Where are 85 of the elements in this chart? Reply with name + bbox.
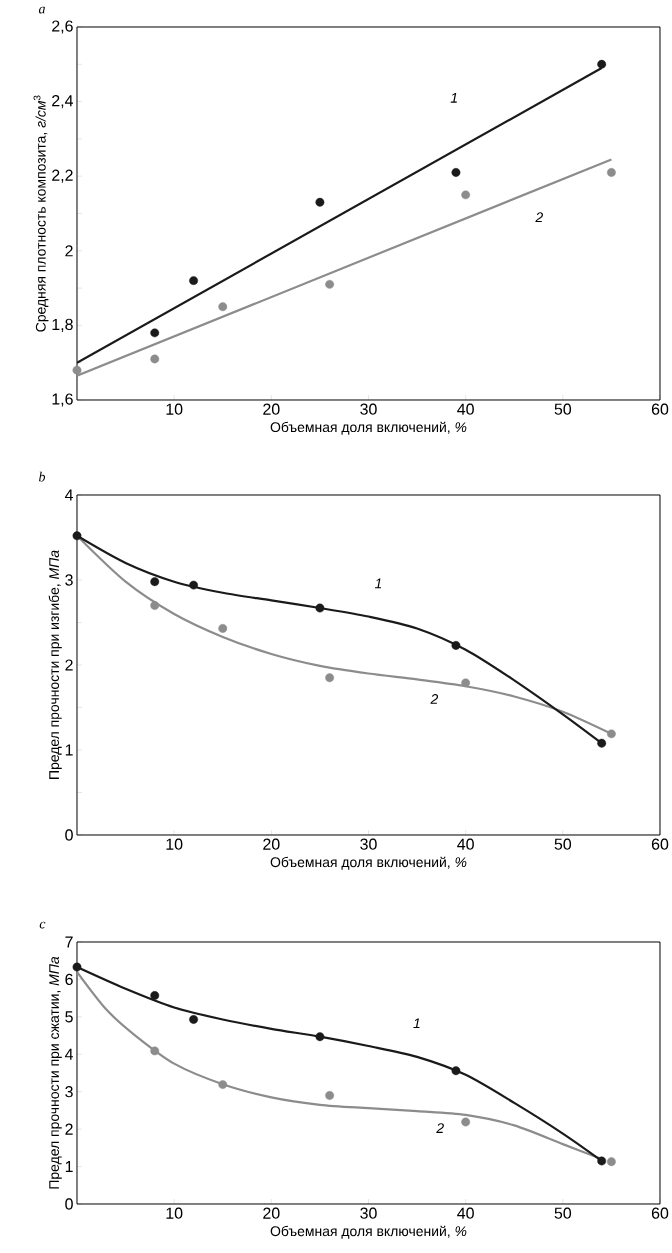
y-tick-label: 2,2 xyxy=(52,169,73,183)
y-tick-label: 6 xyxy=(65,973,73,986)
point xyxy=(461,190,470,200)
y-tick-label: 1 xyxy=(65,744,73,756)
point xyxy=(451,168,461,177)
y-tick-label: 2 xyxy=(65,1123,73,1135)
point xyxy=(150,577,160,587)
chart-title: c xyxy=(39,921,46,929)
y-tick-label: 5 xyxy=(65,1011,73,1023)
point xyxy=(451,641,461,650)
point xyxy=(597,738,607,748)
x-tick-label: 30 xyxy=(360,403,377,415)
x-tick-label: 60 xyxy=(651,403,669,415)
y-tick-label: 2 xyxy=(65,659,73,671)
y-tick-label: 7 xyxy=(65,936,73,948)
point xyxy=(189,276,198,286)
point xyxy=(325,279,334,289)
y-axis-title: Предел прочности при изгибе, МПа xyxy=(48,550,62,779)
y-tick-label: 4 xyxy=(64,489,73,501)
x-axis-title: Объемная доля включений, % xyxy=(270,856,467,870)
point xyxy=(189,580,198,590)
y-axis-title: Предел прочности при сжатии, МПа xyxy=(49,956,62,1189)
y-tick-label: 2 xyxy=(65,245,73,257)
x-tick-label: 40 xyxy=(457,403,474,415)
point xyxy=(189,1015,198,1024)
x-tick-label: 30 xyxy=(360,838,377,850)
x-tick-label: 20 xyxy=(263,403,280,415)
annotation: 1 xyxy=(450,93,457,103)
point xyxy=(461,1117,470,1127)
x-tick-label: 60 xyxy=(651,1207,669,1219)
point xyxy=(150,601,160,610)
y-tick-label: 1,8 xyxy=(52,318,73,332)
y-tick-label: 2,6 xyxy=(52,20,73,34)
point xyxy=(597,59,607,69)
point xyxy=(606,729,616,739)
annotation: 2 xyxy=(535,212,543,223)
x-tick-label: 20 xyxy=(263,1207,280,1219)
x-tick-label: 20 xyxy=(263,838,280,850)
y-tick-label: 0 xyxy=(65,829,73,841)
x-tick-label: 40 xyxy=(457,838,474,850)
annotation: 2 xyxy=(430,694,438,704)
point xyxy=(72,365,82,375)
y-tick-label: 1 xyxy=(65,1161,73,1173)
x-tick-label: 50 xyxy=(554,403,571,415)
point xyxy=(606,168,616,177)
point xyxy=(218,1080,228,1089)
point xyxy=(325,1091,334,1100)
chart-title: b xyxy=(38,471,45,482)
point xyxy=(315,1032,325,1042)
x-axis-title: Объемная доля включений, % xyxy=(270,421,467,435)
point xyxy=(606,1157,616,1167)
point xyxy=(72,531,82,541)
point xyxy=(315,603,325,613)
point xyxy=(150,354,160,364)
y-axis-title: Средняя плотность композита, г/см$^{3}$ xyxy=(33,95,49,332)
y-tick-label: 3 xyxy=(65,1086,73,1098)
point xyxy=(150,328,160,338)
point xyxy=(325,673,334,683)
annotation: 2 xyxy=(436,1123,444,1133)
x-tick-label: 30 xyxy=(360,1207,377,1219)
x-axis-title: Объемная доля включений, % xyxy=(270,1225,467,1239)
point xyxy=(451,1066,461,1076)
x-tick-label: 40 xyxy=(457,1207,474,1219)
y-tick-label: 4 xyxy=(64,1048,73,1060)
x-tick-label: 10 xyxy=(166,838,183,850)
point xyxy=(218,624,228,633)
chart-title: a xyxy=(38,6,45,14)
point xyxy=(150,991,160,1000)
annotation: 1 xyxy=(413,1018,420,1029)
annotation: 1 xyxy=(374,578,382,589)
x-tick-label: 10 xyxy=(166,403,183,415)
y-tick-label: 2,4 xyxy=(52,95,73,109)
x-tick-label: 60 xyxy=(651,838,669,850)
y-tick-label: 3 xyxy=(65,574,73,586)
x-tick-label: 50 xyxy=(554,838,571,850)
x-tick-label: 50 xyxy=(554,1207,571,1219)
y-tick-label: 1,6 xyxy=(52,393,73,407)
point xyxy=(150,1046,160,1056)
point xyxy=(461,678,470,688)
point xyxy=(597,1156,607,1166)
point xyxy=(218,302,228,312)
point xyxy=(315,197,325,207)
point xyxy=(72,962,82,972)
x-tick-label: 10 xyxy=(166,1207,183,1219)
y-tick-label: 0 xyxy=(65,1198,73,1210)
